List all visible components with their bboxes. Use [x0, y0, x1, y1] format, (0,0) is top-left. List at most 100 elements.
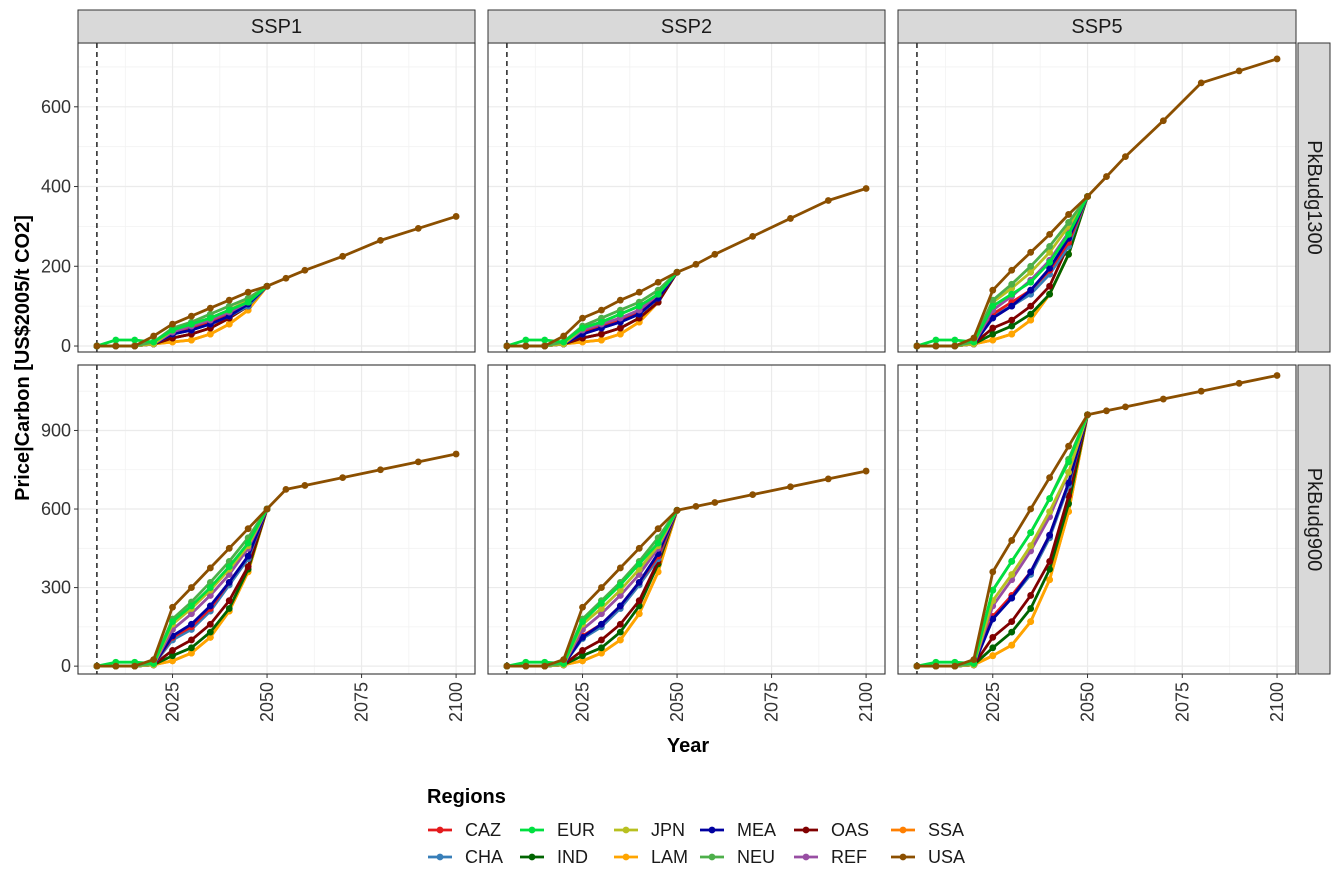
- facet-label-pkbudg900: PkBudg900: [1303, 468, 1325, 571]
- data-point-usa: [414, 458, 422, 466]
- data-point-usa: [282, 274, 290, 282]
- data-point-oas: [989, 633, 997, 641]
- legend-label: OAS: [831, 820, 869, 840]
- data-point-eur: [206, 314, 214, 322]
- data-point-usa: [1027, 505, 1035, 513]
- data-point-lam: [616, 636, 624, 644]
- data-point-neu: [989, 296, 997, 304]
- data-point-usa: [169, 603, 176, 611]
- data-point-mea: [616, 602, 624, 610]
- data-point-eur: [616, 581, 624, 589]
- legend-label: MEA: [737, 820, 776, 840]
- data-point-usa: [1159, 117, 1167, 125]
- data-point-usa: [377, 236, 384, 244]
- data-point-usa: [1122, 153, 1129, 161]
- legend-label: USA: [928, 847, 965, 867]
- facet-strip-ssp5: [897, 9, 1297, 44]
- data-point-usa: [749, 232, 757, 240]
- data-point-ind: [989, 644, 997, 652]
- data-point-ind: [1027, 310, 1035, 318]
- data-point-ind: [598, 644, 605, 652]
- legend-item-eur: EUR: [520, 820, 595, 840]
- data-point-usa: [1122, 403, 1129, 411]
- data-point-lam: [1027, 316, 1035, 324]
- legend-item-ssa: SSA: [891, 820, 964, 840]
- y-tick-label: 900: [41, 420, 71, 440]
- data-point-neu: [1008, 280, 1016, 288]
- data-point-eur: [150, 338, 158, 346]
- panel-ssp2-pkbudg1300: [487, 42, 886, 353]
- data-point-usa: [339, 252, 347, 260]
- data-point-usa: [1273, 55, 1281, 63]
- series-line-usa: [506, 469, 867, 668]
- data-point-oas: [635, 597, 643, 605]
- data-point-usa: [206, 304, 214, 312]
- data-point-ind: [1065, 250, 1072, 258]
- data-point-eur: [951, 336, 959, 344]
- data-point-usa: [1046, 474, 1054, 482]
- data-point-ind: [225, 605, 233, 612]
- x-tick-label: 2100: [446, 682, 466, 722]
- legend-label: CAZ: [465, 820, 501, 840]
- legend-item-neu: NEU: [700, 847, 775, 867]
- facet-strip-pkbudg1300: [1297, 42, 1331, 353]
- x-axis-title: Year: [667, 735, 709, 757]
- data-point-usa: [112, 662, 120, 670]
- panel-ssp1-pkbudg1300: [77, 42, 476, 353]
- data-point-lam: [206, 633, 214, 641]
- data-point-usa: [263, 505, 271, 513]
- legend-title: Regions: [427, 786, 506, 808]
- data-point-usa: [1084, 193, 1091, 200]
- data-point-usa: [673, 506, 681, 514]
- data-point-usa: [188, 584, 195, 591]
- facet-panels: [77, 42, 1297, 675]
- data-point-eur: [206, 584, 214, 591]
- data-point-usa: [522, 342, 530, 350]
- data-point-usa: [654, 525, 662, 533]
- data-point-jpn: [1027, 268, 1035, 276]
- x-tick-label: 2050: [1078, 682, 1098, 722]
- data-point-eur: [1008, 290, 1016, 298]
- data-point-usa: [560, 656, 568, 663]
- data-point-mea: [1027, 286, 1035, 294]
- series-line-eur: [916, 195, 1089, 348]
- series-usa: [913, 372, 1281, 670]
- legend-key-point: [708, 853, 716, 861]
- legend-key-point: [436, 853, 444, 861]
- data-point-usa: [150, 656, 158, 663]
- legend-key-point: [708, 826, 716, 834]
- legend-key-point: [899, 826, 907, 834]
- data-point-ind: [1008, 322, 1016, 330]
- data-point-mea: [244, 552, 252, 560]
- data-point-lam: [598, 649, 605, 657]
- data-point-usa: [1103, 407, 1110, 415]
- facet-label-ssp5: SSP5: [1071, 16, 1122, 38]
- data-point-usa: [1008, 266, 1016, 274]
- data-point-mea: [225, 578, 233, 586]
- data-point-eur: [1065, 458, 1072, 466]
- data-point-usa: [131, 342, 139, 350]
- data-point-oas: [989, 324, 997, 332]
- data-point-eur: [1046, 495, 1054, 502]
- data-point-oas: [1008, 618, 1016, 626]
- legend-key-point: [528, 853, 536, 861]
- data-point-eur: [1065, 230, 1072, 238]
- x-tick-label: 2100: [1267, 682, 1287, 722]
- data-point-mea: [188, 620, 195, 628]
- legend-item-mea: MEA: [700, 820, 776, 840]
- data-point-usa: [339, 474, 347, 482]
- data-point-eur: [225, 563, 233, 571]
- data-point-usa: [377, 466, 384, 474]
- panel-background: [78, 365, 475, 674]
- data-point-jpn: [1065, 468, 1072, 476]
- data-point-jpn: [1027, 542, 1035, 550]
- data-point-usa: [1159, 395, 1167, 403]
- data-point-lam: [635, 610, 643, 618]
- data-point-oas: [1046, 282, 1054, 290]
- legend-item-usa: USA: [891, 847, 965, 867]
- y-axis-title: Price|Carbon [US$2005/t CO2]: [12, 215, 34, 501]
- data-point-usa: [188, 312, 195, 320]
- data-point-usa: [1103, 173, 1110, 180]
- series-eur: [93, 282, 271, 350]
- data-point-usa: [824, 475, 832, 483]
